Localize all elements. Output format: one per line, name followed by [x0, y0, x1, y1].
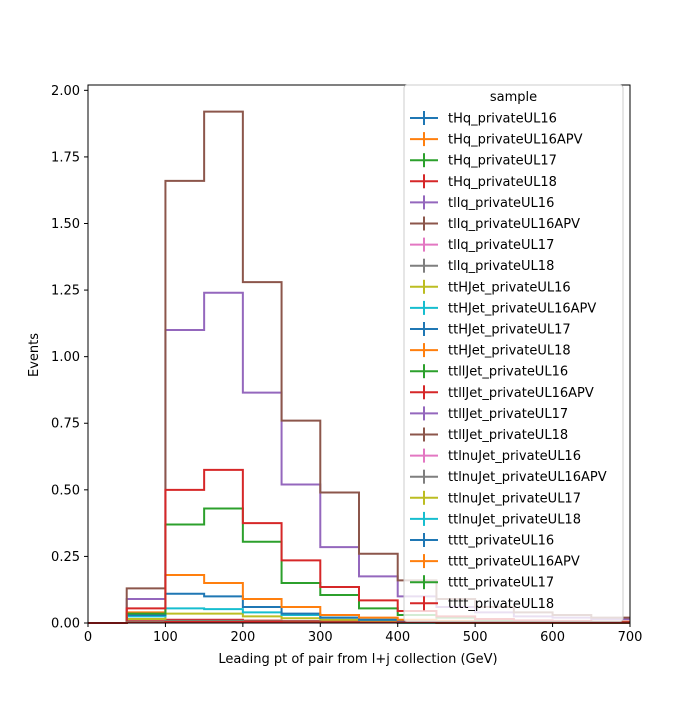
x-tick-label: 300	[308, 630, 333, 645]
legend-label: ttlnuJet_privateUL16	[448, 449, 581, 464]
legend-entry: tllq_privateUL18	[410, 258, 554, 274]
legend-entry: tttt_privateUL16APV	[410, 554, 580, 570]
legend-label: ttlnuJet_privateUL17	[448, 491, 581, 506]
legend-entry: ttllJet_privateUL16APV	[410, 385, 594, 401]
legend-entry: ttllJet_privateUL16	[410, 364, 568, 380]
legend-label: ttllJet_privateUL18	[448, 428, 568, 443]
x-tick-label: 700	[618, 630, 643, 645]
legend-entry: ttllJet_privateUL18	[410, 427, 568, 443]
legend-label: ttHJet_privateUL16	[448, 280, 571, 295]
legend-entry: tttt_privateUL16	[410, 533, 554, 549]
legend-label: tHq_privateUL16	[448, 112, 557, 127]
legend-label: ttlnuJet_privateUL18	[448, 512, 581, 527]
legend-entry: ttlnuJet_privateUL18	[410, 511, 581, 527]
y-tick-label: 1.25	[51, 284, 80, 299]
legend-label: tHq_privateUL18	[448, 175, 557, 190]
axes-frame	[87, 84, 631, 624]
legend-box	[403, 84, 624, 622]
legend-entry: ttlnuJet_privateUL16APV	[410, 469, 607, 485]
legend-label: ttHJet_privateUL16APV	[448, 301, 596, 316]
legend-label: ttllJet_privateUL16	[448, 365, 568, 380]
legend-label: tttt_privateUL16APV	[448, 555, 580, 570]
legend-label: ttllJet_privateUL17	[448, 407, 568, 422]
legend-label: tllq_privateUL16APV	[448, 217, 580, 232]
y-tick-label: 0.00	[51, 617, 80, 632]
x-tick-label: 500	[463, 630, 488, 645]
legend-label: ttHJet_privateUL18	[448, 344, 571, 359]
legend-entry: ttlnuJet_privateUL16	[410, 448, 581, 464]
y-tick-label: 0.75	[51, 417, 80, 432]
legend-entry: tttt_privateUL17	[410, 575, 554, 591]
legend-entry: tHq_privateUL18	[410, 174, 557, 190]
y-tick-label: 0.25	[51, 550, 80, 565]
legend-label: tttt_privateUL16	[448, 534, 554, 549]
y-tick-label: 0.50	[51, 483, 80, 498]
y-tick-label: 2.00	[51, 84, 80, 99]
legend-label: ttlnuJet_privateUL16APV	[448, 470, 607, 485]
y-axis-label: Events	[27, 333, 42, 377]
legend-label: tttt_privateUL17	[448, 576, 554, 591]
x-tick-label: 100	[153, 630, 178, 645]
legend: sample tHq_privateUL16 tHq_privateUL16APVt…	[403, 84, 624, 622]
legend-label: tllq_privateUL17	[448, 238, 554, 253]
legend-entry: tHq_privateUL16APV	[410, 132, 583, 148]
legend-label: tllq_privateUL18	[448, 259, 554, 274]
legend-label: tHq_privateUL17	[448, 154, 557, 169]
legend-label: tllq_privateUL16	[448, 196, 554, 211]
legend-label: tHq_privateUL16APV	[448, 133, 583, 148]
y-tick-label: 1.00	[51, 350, 80, 365]
x-tick-label: 0	[84, 630, 92, 645]
legend-entry: ttlnuJet_privateUL17	[410, 490, 581, 506]
legend-entry: ttHJet_privateUL17	[410, 322, 571, 338]
legend-entry: tHq_privateUL16	[410, 111, 557, 127]
legend-title: sample	[490, 90, 537, 105]
legend-label: tttt_privateUL18	[448, 597, 554, 612]
legend-entry: ttHJet_privateUL16	[410, 279, 571, 295]
legend-entry: tllq_privateUL17	[410, 237, 554, 253]
legend-entry: tllq_privateUL16	[410, 195, 554, 211]
y-tick-label: 1.50	[51, 217, 80, 232]
x-axis-label: Leading pt of pair from l+j collection (…	[218, 652, 497, 667]
legend-label: ttllJet_privateUL16APV	[448, 386, 594, 401]
x-tick-label: 600	[540, 630, 565, 645]
legend-entry: tttt_privateUL18	[410, 596, 554, 612]
legend-entry: ttHJet_privateUL16APV	[410, 300, 596, 316]
legend-entry: tllq_privateUL16APV	[410, 216, 580, 232]
legend-label: ttHJet_privateUL17	[448, 323, 571, 338]
y-tick-label: 1.75	[51, 150, 80, 165]
legend-entry: tHq_privateUL17	[410, 153, 557, 169]
x-tick-label: 400	[385, 630, 410, 645]
x-tick-label: 200	[230, 630, 255, 645]
legend-entry: ttHJet_privateUL18	[410, 343, 571, 359]
axes: 0 100 200 300 400 500 600 700 0.00 0.25 0.50 0.75 1.…	[51, 84, 642, 645]
legend-entry: ttllJet_privateUL17	[410, 406, 568, 422]
